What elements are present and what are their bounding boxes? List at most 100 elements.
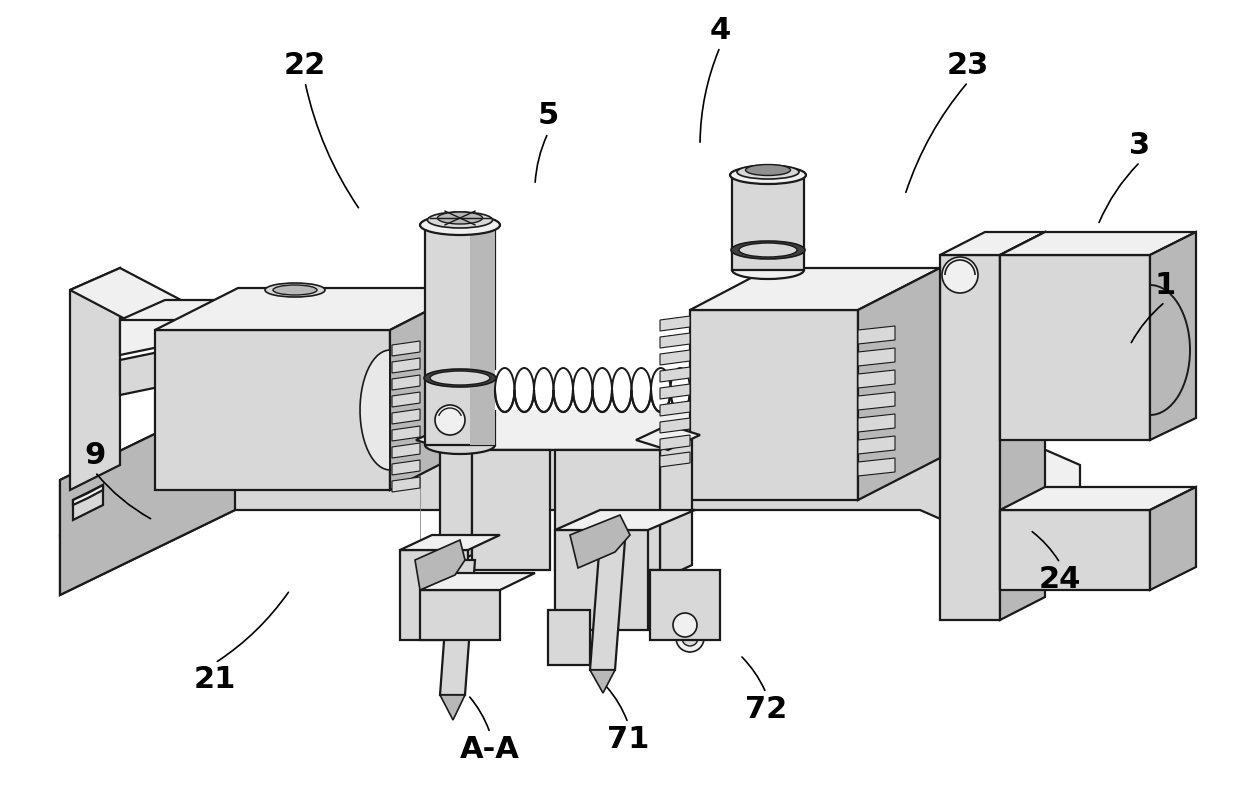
Polygon shape — [858, 370, 895, 388]
Polygon shape — [392, 341, 420, 356]
Polygon shape — [420, 590, 500, 640]
Polygon shape — [556, 450, 660, 570]
Ellipse shape — [273, 285, 317, 295]
Polygon shape — [660, 435, 692, 580]
Ellipse shape — [265, 283, 325, 297]
Text: 71: 71 — [606, 726, 650, 754]
Polygon shape — [440, 435, 472, 570]
Polygon shape — [858, 326, 895, 344]
Polygon shape — [392, 375, 420, 390]
Text: 1: 1 — [1154, 271, 1176, 300]
Circle shape — [942, 257, 978, 293]
Ellipse shape — [732, 241, 805, 259]
Polygon shape — [858, 348, 895, 366]
Polygon shape — [689, 268, 940, 310]
Polygon shape — [392, 409, 420, 424]
Text: 22: 22 — [284, 50, 326, 80]
Ellipse shape — [739, 243, 797, 257]
Polygon shape — [858, 458, 895, 476]
Ellipse shape — [428, 212, 492, 228]
Ellipse shape — [438, 212, 482, 224]
Polygon shape — [420, 573, 534, 590]
Polygon shape — [440, 695, 465, 720]
Polygon shape — [392, 358, 420, 373]
Text: 23: 23 — [947, 50, 990, 80]
Text: A-A: A-A — [460, 735, 520, 765]
Polygon shape — [69, 268, 120, 490]
Circle shape — [682, 630, 698, 646]
Circle shape — [676, 624, 704, 652]
Ellipse shape — [424, 369, 496, 387]
Polygon shape — [120, 285, 290, 355]
Polygon shape — [401, 550, 467, 640]
Ellipse shape — [420, 215, 500, 235]
Polygon shape — [548, 610, 590, 665]
Text: 3: 3 — [1130, 130, 1151, 159]
Polygon shape — [650, 570, 720, 640]
Polygon shape — [999, 232, 1197, 255]
Polygon shape — [660, 350, 689, 365]
Polygon shape — [155, 288, 472, 330]
Polygon shape — [401, 535, 500, 550]
Polygon shape — [940, 232, 1045, 255]
Polygon shape — [392, 477, 420, 492]
Polygon shape — [73, 485, 103, 520]
Polygon shape — [470, 225, 495, 445]
Ellipse shape — [430, 371, 490, 385]
Polygon shape — [858, 392, 895, 410]
Polygon shape — [590, 670, 615, 693]
Polygon shape — [392, 443, 420, 458]
Ellipse shape — [745, 164, 791, 175]
Polygon shape — [155, 330, 391, 490]
Polygon shape — [1149, 487, 1197, 590]
Polygon shape — [415, 425, 480, 450]
Polygon shape — [391, 288, 472, 490]
Polygon shape — [590, 540, 625, 670]
Polygon shape — [440, 560, 475, 695]
Polygon shape — [495, 370, 689, 410]
Polygon shape — [732, 175, 804, 270]
Polygon shape — [120, 325, 290, 395]
Polygon shape — [472, 450, 551, 570]
Polygon shape — [392, 392, 420, 407]
Polygon shape — [999, 232, 1045, 620]
Polygon shape — [660, 418, 689, 433]
Polygon shape — [660, 435, 689, 450]
Polygon shape — [1149, 232, 1197, 440]
Circle shape — [435, 405, 465, 435]
Polygon shape — [73, 485, 103, 505]
Circle shape — [673, 613, 697, 637]
Polygon shape — [120, 300, 335, 320]
Polygon shape — [360, 330, 391, 490]
Polygon shape — [858, 268, 940, 500]
Polygon shape — [392, 460, 420, 475]
Polygon shape — [858, 436, 895, 454]
Text: 24: 24 — [1039, 566, 1081, 594]
Polygon shape — [660, 367, 689, 382]
Polygon shape — [60, 450, 1080, 595]
Polygon shape — [940, 255, 999, 620]
Polygon shape — [660, 316, 689, 331]
Polygon shape — [999, 510, 1149, 590]
Polygon shape — [415, 540, 465, 590]
Text: 5: 5 — [537, 100, 559, 129]
Polygon shape — [660, 452, 689, 467]
Polygon shape — [556, 510, 694, 530]
Polygon shape — [660, 384, 689, 399]
Polygon shape — [858, 414, 895, 432]
Polygon shape — [636, 425, 701, 450]
Ellipse shape — [737, 165, 799, 179]
Polygon shape — [69, 268, 200, 332]
Polygon shape — [999, 255, 1149, 440]
Ellipse shape — [732, 261, 804, 279]
Text: 72: 72 — [745, 695, 787, 724]
Polygon shape — [660, 333, 689, 348]
Ellipse shape — [425, 436, 495, 454]
Polygon shape — [425, 225, 495, 445]
Polygon shape — [570, 515, 630, 568]
Polygon shape — [556, 530, 649, 630]
Polygon shape — [689, 310, 858, 500]
Text: 9: 9 — [84, 440, 105, 469]
Polygon shape — [660, 401, 689, 416]
Polygon shape — [392, 426, 420, 441]
